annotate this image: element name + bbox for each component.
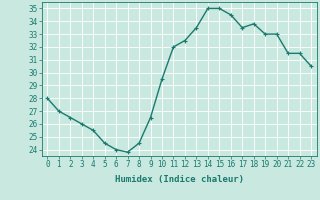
X-axis label: Humidex (Indice chaleur): Humidex (Indice chaleur) [115,175,244,184]
